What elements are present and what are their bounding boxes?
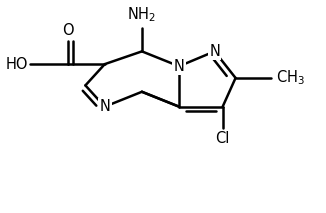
- Text: N: N: [209, 44, 220, 59]
- Text: Cl: Cl: [215, 131, 230, 146]
- Text: HO: HO: [6, 57, 28, 72]
- Text: N: N: [99, 99, 110, 114]
- Text: O: O: [62, 23, 73, 37]
- Text: N: N: [174, 59, 185, 74]
- Text: NH$_2$: NH$_2$: [127, 6, 156, 24]
- Text: CH$_3$: CH$_3$: [276, 69, 305, 87]
